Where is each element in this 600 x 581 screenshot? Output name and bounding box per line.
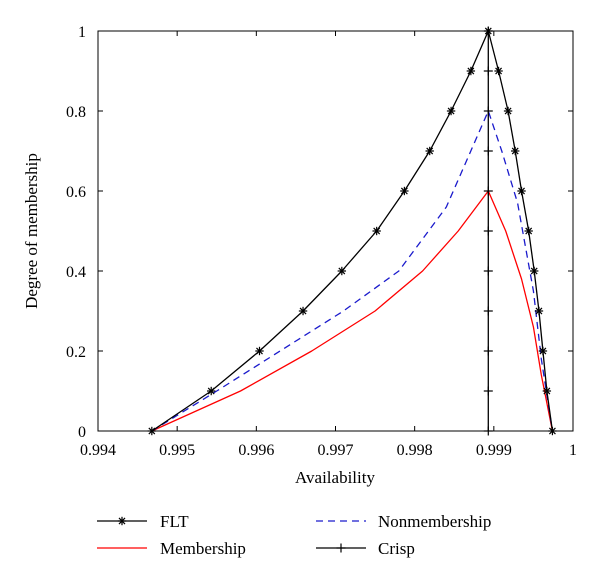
legend-label-crisp: Crisp bbox=[378, 539, 415, 558]
data-point-flt bbox=[530, 266, 539, 276]
x-tick-label: 1 bbox=[569, 442, 577, 459]
data-point-flt bbox=[517, 186, 526, 196]
series-flt bbox=[147, 26, 557, 436]
data-point-flt bbox=[534, 306, 544, 316]
data-point-crisp bbox=[483, 306, 493, 316]
legend-plus-marker-icon bbox=[336, 543, 346, 553]
x-tick-label: 0.995 bbox=[159, 442, 195, 459]
legend-asterisk bbox=[117, 516, 127, 526]
series-membership bbox=[151, 190, 554, 432]
x-tick-label: 0.994 bbox=[80, 442, 116, 459]
data-point-flt bbox=[542, 386, 552, 396]
data-point-flt bbox=[147, 426, 157, 436]
data-point-crisp bbox=[483, 186, 493, 196]
data-point-flt bbox=[425, 146, 434, 156]
series-nonmembership bbox=[151, 110, 554, 432]
data-point-crisp bbox=[483, 226, 493, 236]
data-point-flt bbox=[511, 146, 520, 156]
series-crisp bbox=[483, 26, 493, 436]
data-point-flt bbox=[524, 226, 533, 236]
x-tick-label: 0.998 bbox=[397, 442, 433, 459]
data-point-crisp bbox=[483, 146, 493, 156]
data-point-crisp bbox=[483, 266, 493, 276]
data-point-flt bbox=[446, 106, 456, 116]
series-line-membership bbox=[151, 190, 554, 432]
data-point-flt bbox=[207, 386, 216, 396]
data-point-flt bbox=[538, 346, 548, 356]
x-axis-ticks: 0.994 0.995 0.996 0.997 0.998 0.999 1 bbox=[80, 31, 577, 459]
data-point-crisp bbox=[483, 106, 493, 116]
data-point-flt bbox=[548, 426, 557, 436]
y-tick-label: 1 bbox=[78, 24, 86, 41]
data-point-flt bbox=[400, 186, 409, 196]
y-tick-label: 0.4 bbox=[66, 264, 86, 281]
x-tick-label: 0.997 bbox=[318, 442, 354, 459]
legend: FLT Nonmembership Membership Crisp bbox=[97, 512, 491, 558]
data-point-flt bbox=[494, 66, 503, 76]
legend-label-membership: Membership bbox=[160, 539, 246, 558]
data-point-flt bbox=[298, 306, 308, 316]
data-point-crisp bbox=[483, 66, 493, 76]
legend-item-membership: Membership bbox=[97, 539, 246, 558]
plot-frame bbox=[97, 30, 574, 432]
legend-item-nonmembership: Nonmembership bbox=[316, 512, 491, 531]
data-point-crisp bbox=[483, 26, 493, 36]
legend-asterisk-marker-icon bbox=[117, 516, 127, 526]
data-point-flt bbox=[337, 266, 347, 276]
data-point-flt bbox=[503, 106, 513, 116]
y-axis-label: Degree of membership bbox=[22, 153, 41, 309]
series-layer bbox=[147, 26, 557, 436]
data-point-flt bbox=[372, 226, 381, 236]
legend-item-crisp: Crisp bbox=[316, 539, 415, 558]
legend-plus bbox=[336, 543, 346, 553]
y-tick-label: 0.6 bbox=[66, 184, 86, 201]
data-point-crisp bbox=[483, 426, 493, 436]
y-tick-label: 0.2 bbox=[66, 344, 86, 361]
y-axis-ticks: 0 0.2 0.4 0.6 0.8 1 bbox=[66, 24, 573, 441]
legend-label-flt: FLT bbox=[160, 512, 189, 531]
legend-item-flt: FLT bbox=[97, 512, 189, 531]
series-line-nonmembership bbox=[151, 110, 554, 432]
x-axis-label: Availability bbox=[295, 468, 375, 487]
y-tick-label: 0.8 bbox=[66, 104, 86, 121]
x-tick-label: 0.996 bbox=[238, 442, 274, 459]
legend-label-nonmembership: Nonmembership bbox=[378, 512, 491, 531]
x-tick-label: 0.999 bbox=[476, 442, 512, 459]
y-tick-label: 0 bbox=[78, 424, 86, 441]
data-point-flt bbox=[466, 66, 476, 76]
data-point-crisp bbox=[483, 346, 493, 356]
data-point-crisp bbox=[483, 386, 493, 396]
data-point-flt bbox=[255, 346, 264, 356]
